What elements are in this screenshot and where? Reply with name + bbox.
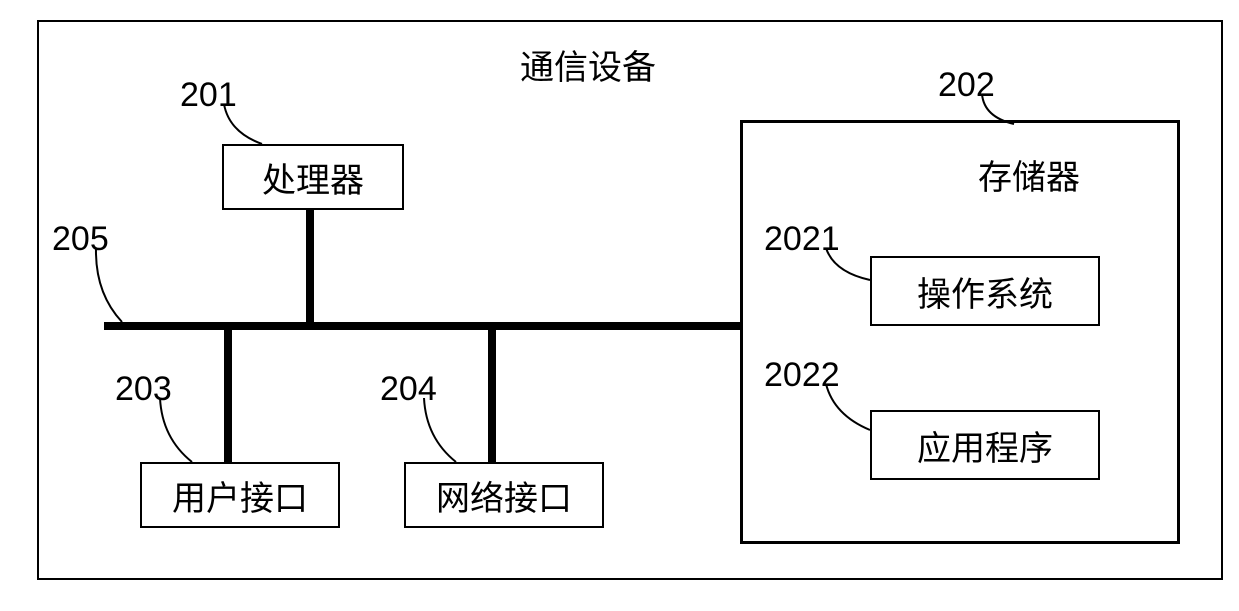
user-if-label: 用户接口 (172, 471, 308, 520)
bus-horizontal (104, 322, 740, 330)
bus-stub-0 (306, 210, 314, 326)
processor-label: 处理器 (262, 153, 364, 202)
bus-stub-2 (488, 326, 496, 462)
bus-ref: 205 (52, 220, 109, 259)
diagram-title: 通信设备 (520, 40, 656, 89)
user-if-ref: 203 (115, 370, 172, 409)
bus-stub-1 (224, 326, 232, 462)
net-if-label: 网络接口 (436, 471, 572, 520)
processor-box: 处理器 (222, 144, 404, 210)
memory-ref: 202 (938, 66, 995, 105)
user-if-box: 用户接口 (140, 462, 340, 528)
app-label: 应用程序 (917, 421, 1053, 470)
processor-ref: 201 (180, 76, 237, 115)
os-ref: 2021 (764, 220, 840, 259)
app-box: 应用程序 (870, 410, 1100, 480)
os-label: 操作系统 (917, 267, 1053, 316)
memory-box (740, 120, 1180, 544)
diagram-root: { "diagram": { "type": "block-diagram", … (0, 0, 1239, 611)
net-if-box: 网络接口 (404, 462, 604, 528)
memory-label: 存储器 (978, 150, 1080, 199)
app-ref: 2022 (764, 356, 840, 395)
os-box: 操作系统 (870, 256, 1100, 326)
net-if-ref: 204 (380, 370, 437, 409)
